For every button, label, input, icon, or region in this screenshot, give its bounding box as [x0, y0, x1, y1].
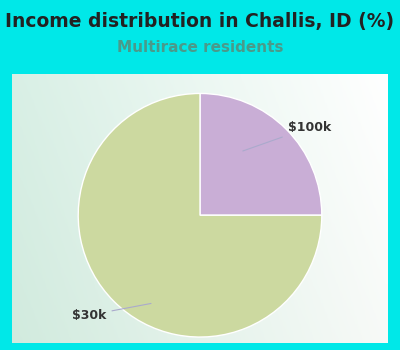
Wedge shape — [200, 93, 322, 215]
Wedge shape — [78, 93, 322, 337]
Text: $30k: $30k — [72, 303, 151, 322]
Text: $100k: $100k — [243, 121, 331, 151]
Text: Income distribution in Challis, ID (%): Income distribution in Challis, ID (%) — [6, 12, 394, 31]
Text: Multirace residents: Multirace residents — [117, 40, 283, 55]
